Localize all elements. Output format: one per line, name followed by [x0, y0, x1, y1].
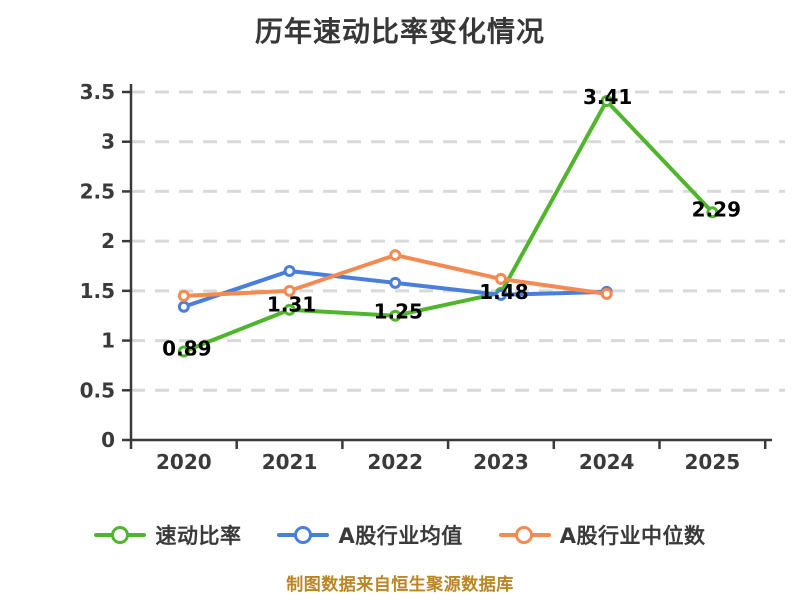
legend-marker-icon	[498, 525, 551, 545]
data-point-s1	[283, 264, 296, 277]
data-point-s2	[177, 289, 190, 302]
data-point-s2	[494, 272, 507, 285]
data-point-s1	[494, 288, 507, 301]
legend-dot-icon	[293, 525, 312, 544]
data-source-note: 制图数据来自恒生聚源数据库	[286, 575, 514, 595]
data-point-s1	[389, 276, 402, 289]
legend-item-1: A股行业均值	[277, 520, 462, 550]
legend-marker-icon	[94, 525, 147, 545]
legend-item-2: A股行业中位数	[498, 520, 706, 550]
data-point-label: 1.48	[479, 280, 528, 304]
chart-legend: 速动比率 A股行业均值 A股行业中位数	[0, 520, 800, 550]
y-tick-label: 0.5	[80, 378, 115, 402]
x-tick-label: 2022	[367, 450, 423, 474]
legend-item-0: 速动比率	[94, 520, 241, 550]
data-point-label: 2.29	[692, 197, 741, 221]
data-point-s2	[600, 287, 613, 300]
data-point-label: 1.31	[267, 293, 316, 317]
y-tick-label: 2.5	[80, 179, 115, 203]
legend-label: 速动比率	[155, 524, 242, 548]
y-tick-label: 3	[101, 130, 115, 154]
data-point-s0	[177, 345, 190, 358]
data-point-label: 1.25	[374, 300, 423, 324]
data-point-s2	[389, 249, 402, 262]
y-tick-label: 3.5	[80, 80, 115, 104]
legend-label: A股行业中位数	[559, 524, 706, 548]
data-point-s0	[283, 303, 296, 316]
data-point-label: 3.41	[583, 85, 632, 109]
line-chart-plot: 0 0.5 1 1.5 2 2.5 3 3.5 2020 2021 2022 2023 2024 2025…	[80, 80, 785, 474]
series-line-0	[181, 98, 715, 354]
x-tick-label: 2020	[156, 450, 212, 474]
data-point-s0	[706, 206, 719, 219]
legend-label: A股行业均值	[338, 524, 463, 548]
data-point-s0	[389, 309, 402, 322]
data-point-s2	[283, 284, 296, 297]
y-tick-label: 0	[101, 428, 115, 452]
legend-dot-icon	[110, 525, 129, 544]
legend-dot-icon	[515, 525, 534, 544]
x-tick-label: 2025	[685, 450, 741, 474]
chart-title: 历年速动比率变化情况	[254, 15, 545, 48]
x-tick-label: 2024	[579, 450, 635, 474]
x-tick-label: 2021	[262, 450, 318, 474]
y-tick-label: 1	[101, 329, 115, 353]
y-tick-label: 2	[101, 229, 115, 253]
legend-marker-icon	[277, 525, 330, 545]
data-point-s0	[600, 94, 613, 107]
data-point-label: 0.89	[162, 337, 211, 361]
y-tick-label: 1.5	[80, 279, 115, 303]
x-tick-label: 2023	[473, 450, 529, 474]
data-point-s1	[177, 300, 190, 313]
